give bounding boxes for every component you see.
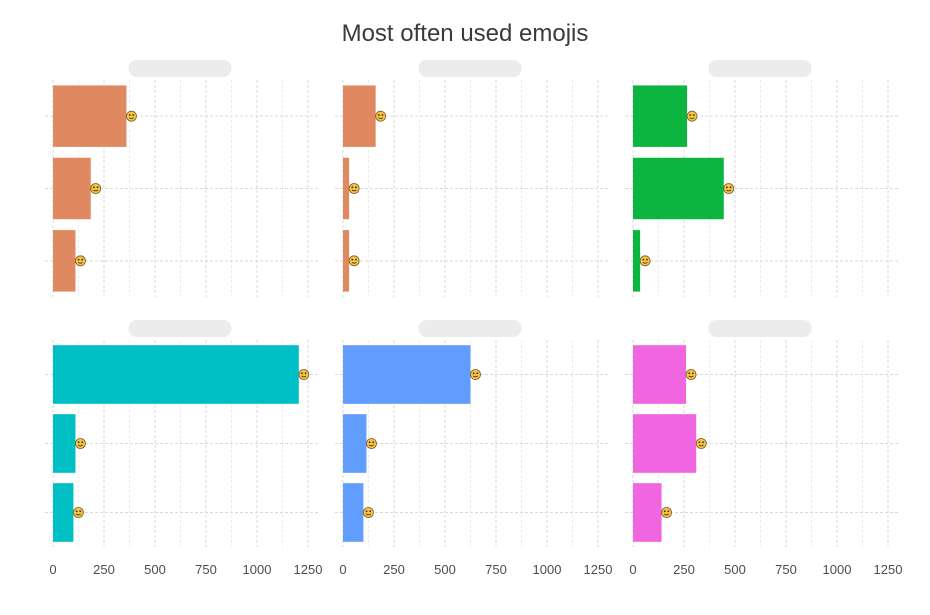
bar-4-3: [53, 483, 74, 542]
bar-2-1: [343, 85, 376, 147]
x-tick-label: 0: [629, 562, 636, 577]
bar-1-1: [53, 85, 127, 147]
x-tick-label: 250: [383, 562, 405, 577]
hugging-face-emoji: [686, 110, 698, 122]
bar-2-3: [343, 230, 350, 292]
bar-5-2: [343, 414, 367, 473]
thinking-face-emoji: [90, 183, 102, 194]
bar-2-2: [343, 157, 350, 220]
x-tick-label: 1250: [874, 562, 903, 577]
facet-strip-2: [418, 60, 522, 77]
face-with-tears-of-joy-emoji: [661, 507, 672, 518]
face-with-tears-of-joy-emoji: [75, 255, 86, 267]
x-tick-label: 250: [673, 562, 695, 577]
hugging-face-emoji: [470, 369, 481, 380]
facet-strip-4: [128, 320, 232, 337]
x-tick-label: 1000: [243, 562, 272, 577]
bar-6-2: [633, 414, 697, 473]
facet-strip-1: [128, 60, 232, 77]
bar-3-2: [633, 157, 724, 220]
x-tick-label: 500: [144, 562, 166, 577]
dog-emoji: [639, 255, 651, 267]
hugging-face-emoji: [685, 369, 697, 380]
bar-3-1: [633, 85, 688, 147]
x-tick-label: 1000: [533, 562, 562, 577]
hugging-face-emoji: [375, 110, 387, 122]
bar-6-3: [633, 483, 662, 542]
facet-strip-6: [708, 320, 812, 337]
x-tick-label: 500: [434, 562, 456, 577]
x-tick-label: 750: [775, 562, 797, 577]
bar-6-1: [633, 345, 687, 404]
bar-4-1: [53, 345, 299, 404]
face-with-tears-of-joy-emoji: [362, 507, 374, 518]
bar-4-2: [53, 414, 76, 473]
bar-5-3: [343, 483, 364, 542]
thinking-face-emoji: [723, 183, 735, 194]
thinking-face-emoji: [366, 438, 377, 449]
facet-strip-3: [708, 60, 812, 77]
bar-3-3: [633, 230, 641, 292]
face-with-tears-of-joy-emoji: [348, 255, 360, 267]
x-tick-label: 1000: [823, 562, 852, 577]
x-tick-label: 0: [49, 562, 56, 577]
x-tick-label: 0: [339, 562, 346, 577]
x-tick-label: 1250: [294, 562, 323, 577]
x-tick-label: 750: [485, 562, 507, 577]
hugging-face-emoji: [126, 110, 137, 122]
thinking-face-emoji: [695, 438, 707, 449]
chart-title: Most often used emojis: [341, 20, 589, 47]
x-tick-label: 1250: [584, 562, 613, 577]
face-with-tears-of-joy-emoji: [73, 507, 84, 518]
x-tick-label: 500: [724, 562, 746, 577]
bar-1-3: [53, 230, 76, 292]
bar-5-1: [343, 345, 471, 404]
hugging-face-emoji: [298, 369, 310, 380]
x-tick-label: 750: [195, 562, 217, 577]
thinking-face-emoji: [75, 438, 86, 449]
thinking-face-emoji: [348, 183, 360, 194]
bar-1-2: [53, 157, 91, 220]
x-tick-label: 250: [93, 562, 115, 577]
facet-strip-5: [418, 320, 522, 337]
